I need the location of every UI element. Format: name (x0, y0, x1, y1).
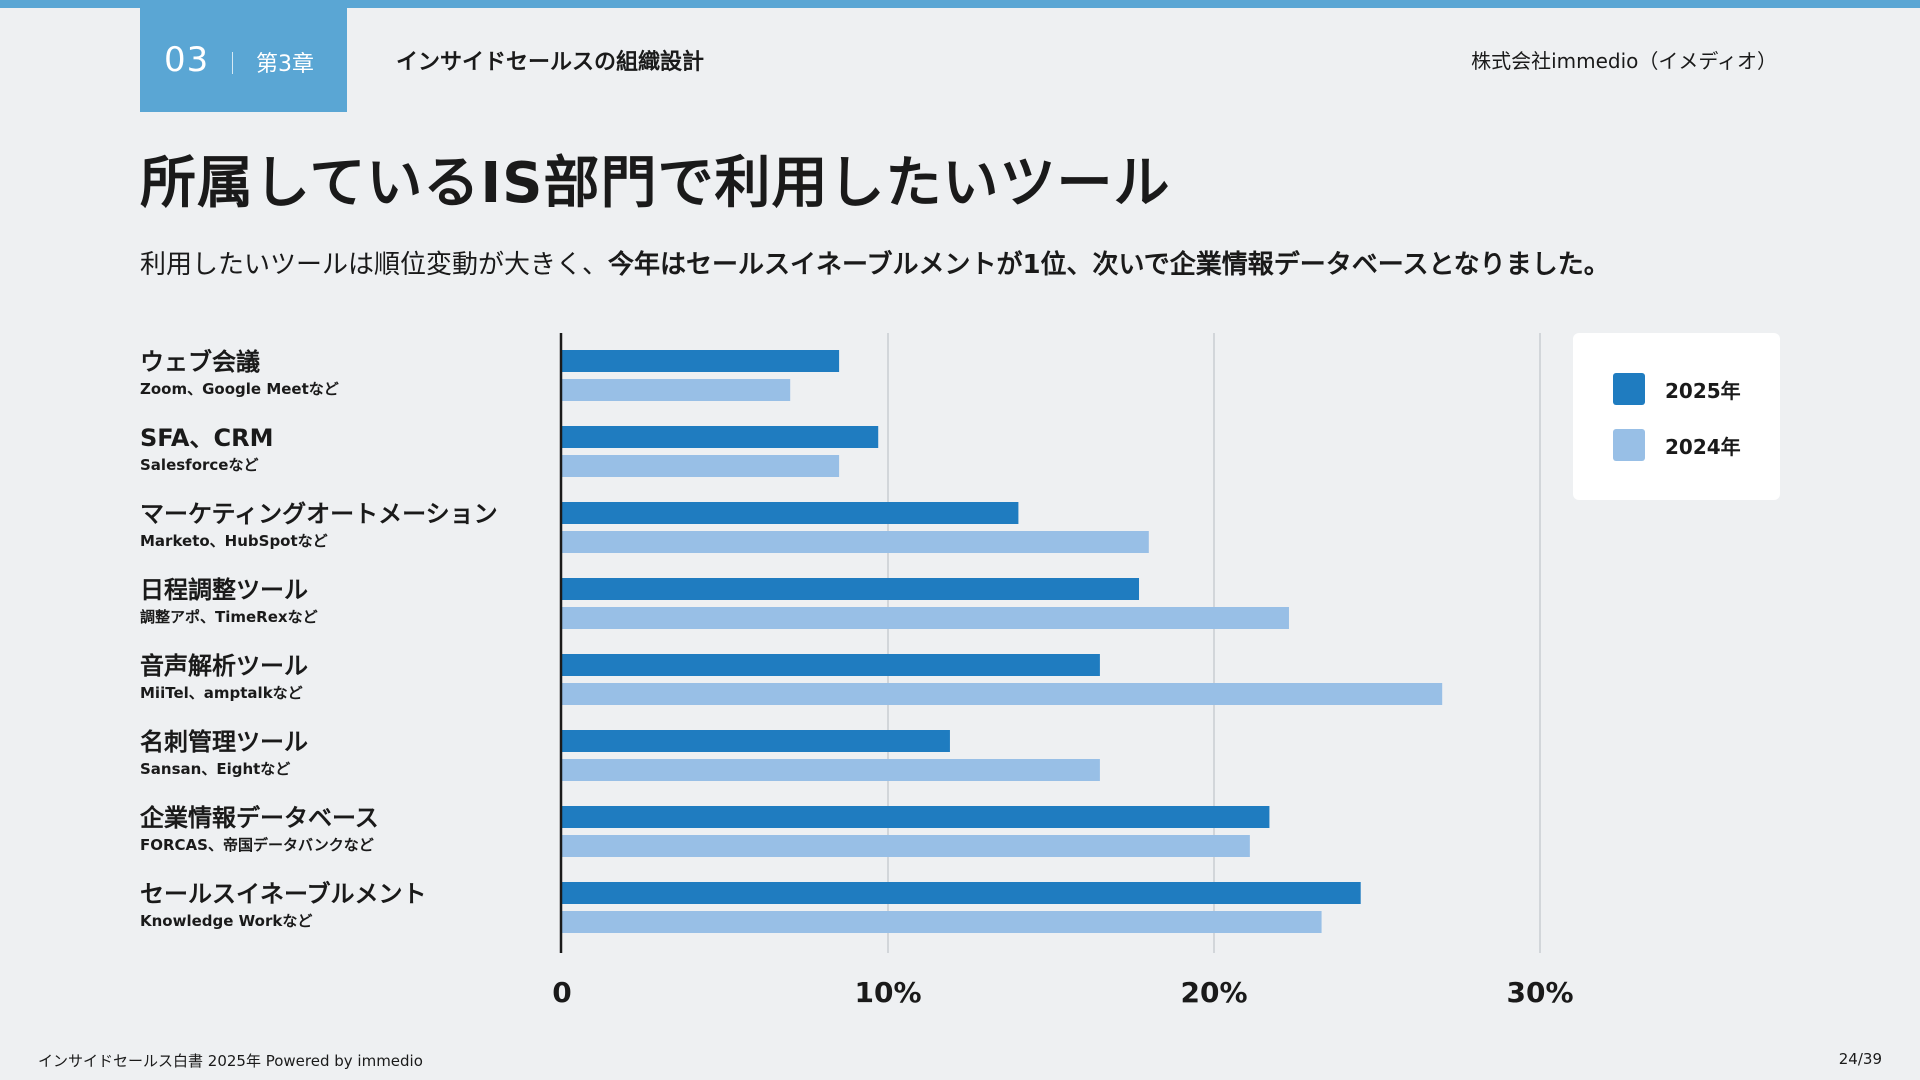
category-examples: Marketo、HubSpotなど (140, 532, 328, 550)
bar-2025-2 (562, 502, 1019, 524)
legend-label-2025: 2025年 (1665, 378, 1741, 403)
bar-2025-1 (562, 426, 879, 448)
category-label: 日程調整ツール調整アポ、TimeRexなど (140, 576, 318, 627)
bar-2024-4 (562, 683, 1443, 705)
category-name: SFA、CRM (140, 424, 274, 452)
bar-2024-3 (562, 607, 1289, 629)
category-name: 企業情報データベース (140, 804, 379, 832)
category-name: 音声解析ツール (140, 652, 308, 680)
category-examples: FORCAS、帝国データバンクなど (140, 836, 374, 854)
category-label: セールスイネーブルメント Knowledge Workなど (140, 880, 427, 931)
legend-item-2025: 2025年 (1613, 373, 1741, 405)
x-tick-label-20: 20% (1180, 976, 1247, 1009)
legend-swatch-2025 (1613, 373, 1645, 405)
category-examples: 調整アポ、TimeRexなど (140, 608, 318, 626)
legend-swatch-2024 (1613, 429, 1645, 461)
category-examples: MiiTel、amptalkなど (140, 684, 303, 702)
category-name: 名刺管理ツール (140, 728, 308, 756)
company-name: 株式会社immedio（イメディオ） (1471, 49, 1777, 73)
page-title: 所属しているIS部門で利用したいツール (140, 151, 1171, 216)
x-tick-label-0: 0 (552, 976, 571, 1009)
bar-2025-6 (562, 806, 1270, 828)
category-label: ウェブ会議 Zoom、Google Meetなど (140, 348, 339, 399)
footer-source: インサイドセールス白書 2025年 Powered by immedio (38, 1052, 423, 1070)
category-name: セールスイネーブルメント (140, 880, 427, 908)
bar-2024-6 (562, 835, 1250, 857)
x-tick-label-30: 30% (1506, 976, 1573, 1009)
chapter-tab: 03 第3章 (140, 8, 347, 112)
category-examples: Sansan、Eightなど (140, 760, 291, 778)
bar-2025-5 (562, 730, 950, 752)
category-name: ウェブ会議 (140, 348, 260, 376)
category-examples: Salesforceなど (140, 456, 259, 474)
bar-2024-1 (562, 455, 840, 477)
bar-2024-2 (562, 531, 1149, 553)
category-label: 名刺管理ツール Sansan、Eightなど (140, 728, 308, 779)
bar-2025-7 (562, 882, 1361, 904)
category-name: マーケティングオートメーション (140, 500, 498, 528)
category-examples: Zoom、Google Meetなど (140, 380, 339, 398)
bar-2025-0 (562, 350, 840, 372)
top-accent-bar (0, 0, 1920, 8)
category-label: 企業情報データベース FORCAS、帝国データバンクなど (140, 804, 379, 855)
lead-text: 利用したいツールは順位変動が大きく、今年はセールスイネーブルメントが1位、次いで… (140, 244, 1610, 281)
bar-2024-5 (562, 759, 1100, 781)
bar-2025-4 (562, 654, 1100, 676)
bar-2024-7 (562, 911, 1322, 933)
bar-2024-0 (562, 379, 791, 401)
category-examples: Knowledge Workなど (140, 912, 313, 930)
lead-text-bold: 今年はセールスイネーブルメントが1位、次いで企業情報データベースとなりました。 (608, 250, 1610, 280)
chapter-number: 03 (164, 40, 210, 80)
page-number: 24/39 (1838, 1050, 1882, 1068)
chart-legend: 2025年 2024年 (1573, 333, 1780, 500)
category-label: マーケティングオートメーション Marketo、HubSpotなど (140, 500, 498, 551)
chapter-label: 第3章 (256, 52, 314, 77)
lead-text-normal: 利用したいツールは順位変動が大きく、 (140, 250, 609, 280)
bar-2025-3 (562, 578, 1140, 600)
category-label: SFA、CRM Salesforceなど (140, 424, 273, 475)
category-label: 音声解析ツール MiiTel、amptalkなど (140, 652, 308, 703)
legend-label-2024: 2024年 (1665, 434, 1741, 459)
category-name: 日程調整ツール (140, 576, 308, 604)
section-title: インサイドセールスの組織設計 (396, 50, 705, 75)
x-tick-label-10: 10% (854, 976, 921, 1009)
legend-item-2024: 2024年 (1613, 429, 1741, 461)
chapter-divider (232, 52, 233, 74)
